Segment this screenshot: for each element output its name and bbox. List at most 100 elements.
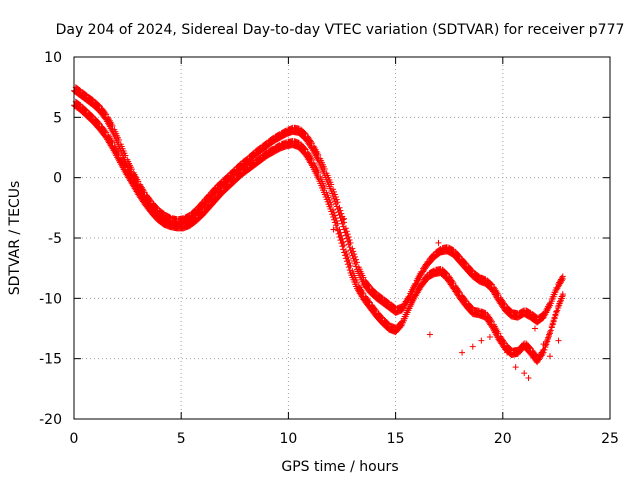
data-point [365, 298, 372, 305]
data-point [539, 351, 546, 358]
data-point [339, 235, 346, 242]
data-point [342, 248, 349, 255]
data-point [521, 370, 528, 377]
data-point [338, 210, 345, 217]
data-point [449, 278, 456, 285]
data-point [315, 169, 322, 176]
data-point [321, 185, 328, 192]
data-point [346, 259, 353, 266]
data-point [153, 204, 160, 211]
x-tick-label: 0 [70, 431, 79, 447]
data-point [426, 331, 433, 338]
data-point [95, 120, 102, 127]
data-point [500, 339, 507, 346]
data-point [341, 242, 348, 249]
data-point [462, 297, 469, 304]
data-point [333, 203, 340, 210]
data-point [540, 341, 547, 348]
data-point [550, 318, 557, 325]
data-point [351, 251, 358, 258]
data-point [345, 234, 352, 241]
data-point [147, 203, 154, 210]
x-tick-label: 5 [177, 431, 186, 447]
data-point [544, 338, 551, 345]
data-point [330, 186, 337, 193]
data-point [345, 256, 352, 263]
data-point [353, 256, 360, 263]
data-point [549, 321, 556, 328]
data-point [102, 110, 109, 117]
data-point [500, 300, 507, 307]
data-point [140, 194, 147, 201]
data-point [353, 279, 360, 286]
data-point [321, 165, 328, 172]
data-point [330, 188, 337, 195]
data-point [336, 204, 343, 211]
data-point [122, 152, 129, 159]
data-point [551, 315, 558, 322]
data-point [346, 267, 353, 274]
data-point [338, 232, 345, 239]
data-point [346, 236, 353, 243]
data-point [301, 145, 308, 152]
data-point [455, 252, 462, 259]
data-point [308, 156, 315, 163]
data-point [301, 130, 308, 137]
data-point [336, 226, 343, 233]
data-point [353, 263, 360, 270]
data-point [353, 259, 360, 266]
data-point [360, 274, 367, 281]
data-point [525, 374, 532, 381]
data-point [462, 260, 469, 267]
data-point [344, 254, 351, 261]
x-tick-label: 10 [279, 431, 297, 447]
data-point [340, 216, 347, 223]
x-tick-label: 25 [601, 431, 619, 447]
data-point [340, 239, 347, 246]
data-point [153, 210, 160, 217]
data-point [547, 327, 554, 334]
data-point [504, 349, 511, 356]
data-point [328, 181, 335, 188]
data-point [350, 248, 357, 255]
data-point [328, 201, 335, 208]
data-point [546, 333, 553, 340]
y-tick-label: 0 [53, 171, 62, 187]
data-point [546, 353, 553, 360]
y-axis-label: SDTVAR / TECUs [7, 181, 23, 296]
data-point [555, 337, 562, 344]
data-point [333, 218, 340, 225]
data-point [308, 140, 315, 147]
axis-ticks [73, 56, 611, 420]
y-tick-label: 5 [53, 110, 62, 126]
y-tick-label: -5 [48, 231, 62, 247]
y-tick-label: -10 [39, 291, 62, 307]
data-point [331, 212, 338, 219]
data-point [337, 207, 344, 214]
data-points [71, 84, 566, 381]
data-point [344, 231, 351, 238]
data-point [330, 226, 337, 233]
data-point [531, 325, 538, 332]
data-point [342, 225, 349, 232]
data-point [365, 282, 372, 289]
data-point [337, 229, 344, 236]
data-point [334, 220, 341, 227]
data-point [559, 276, 566, 283]
data-point [332, 194, 339, 201]
data-point [82, 107, 89, 114]
data-point [346, 244, 353, 251]
data-point [559, 292, 566, 299]
data-point [343, 228, 350, 235]
data-point [469, 343, 476, 350]
data-point [488, 317, 495, 324]
data-point [115, 151, 122, 158]
data-point [334, 199, 341, 206]
data-point [459, 349, 466, 356]
data-point [332, 215, 339, 222]
data-point [128, 166, 135, 173]
data-point [352, 253, 359, 260]
data-point [347, 262, 354, 269]
data-point [488, 280, 495, 287]
